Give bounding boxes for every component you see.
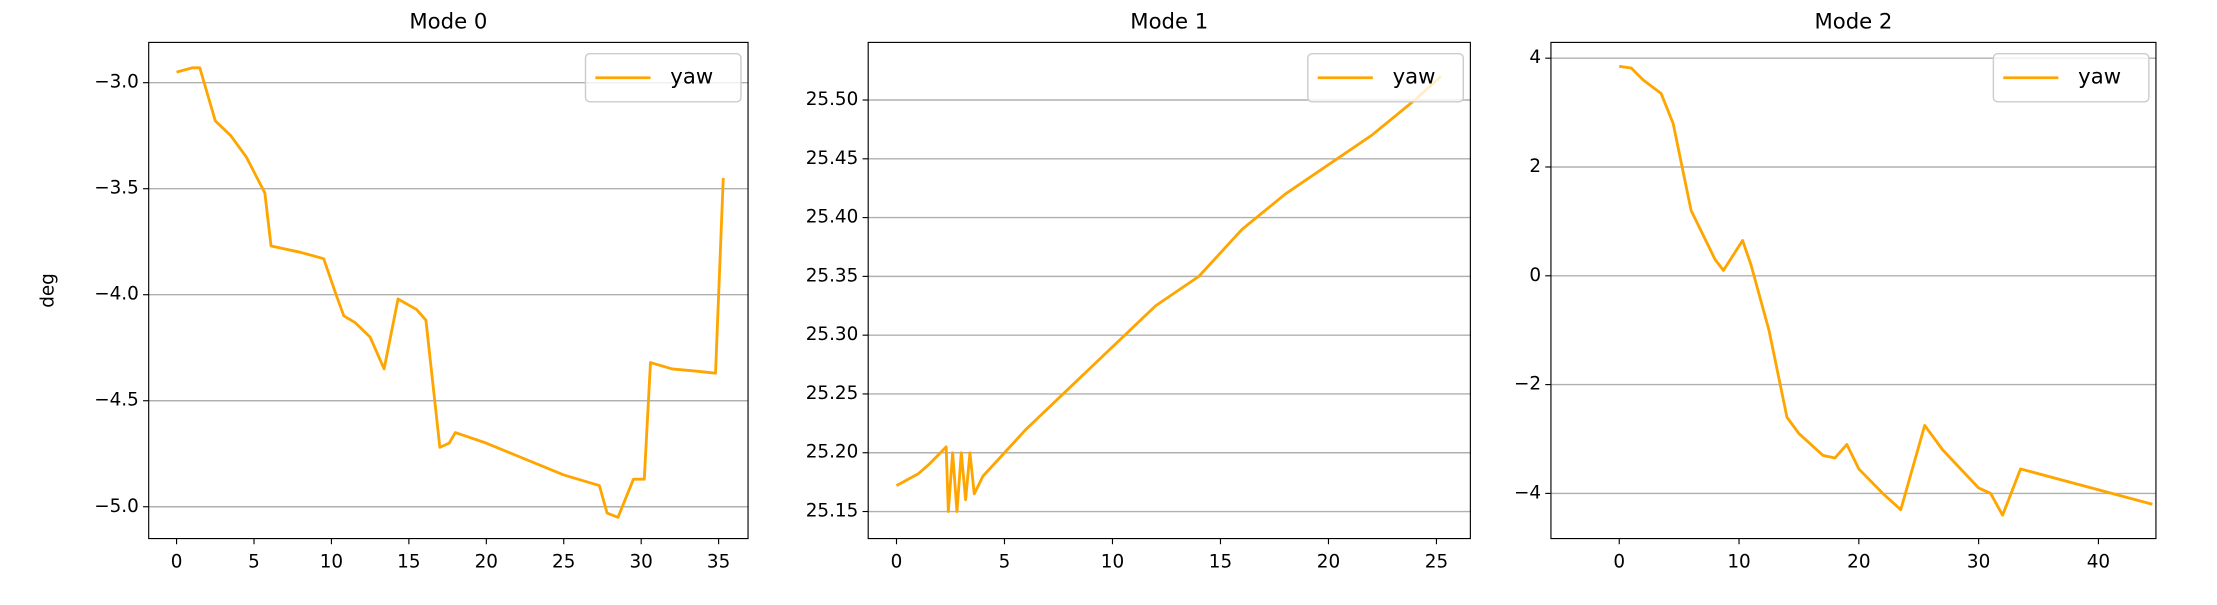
y-tick-label: −4.0 — [94, 284, 139, 305]
y-tick-label: −5.0 — [94, 496, 139, 517]
y-axis-label: deg — [37, 273, 58, 308]
legend-label: yaw — [1393, 64, 1436, 89]
legend: yaw — [1992, 53, 2150, 103]
data-line — [1619, 64, 2153, 517]
y-tick-label: 25.40 — [806, 207, 859, 228]
y-tick-label: 25.35 — [806, 265, 859, 286]
x-tick-label: 0 — [171, 552, 183, 573]
y-tick-label: −4.5 — [94, 390, 139, 411]
panel: Mode 1 25.15 25.20 25.25 25.30 25.35 25.40 25.4… — [806, 9, 1471, 573]
chart-title: Mode 0 — [409, 9, 487, 34]
x-tick-label: 10 — [1101, 552, 1124, 573]
y-tick-label: 25.25 — [806, 383, 859, 404]
legend-label: yaw — [2078, 64, 2121, 89]
legend: yaw — [584, 53, 742, 103]
x-tick-label: 35 — [707, 552, 730, 573]
data-line — [176, 66, 725, 519]
axes-frame — [148, 41, 749, 540]
axes-frame — [867, 41, 1471, 540]
x-tick-label: 20 — [1847, 552, 1870, 573]
legend-box — [1992, 53, 2150, 103]
y-tick-label: 25.50 — [806, 89, 859, 110]
legend-label: yaw — [670, 64, 713, 89]
x-tick-label: 15 — [397, 552, 420, 573]
chart-title: Mode 1 — [1130, 9, 1208, 34]
chart-title: Mode 2 — [1814, 9, 1892, 34]
data-line — [895, 75, 1442, 513]
y-tick-label: 25.15 — [806, 501, 859, 522]
x-tick-label: 40 — [2087, 552, 2110, 573]
x-tick-label: 15 — [1209, 552, 1232, 573]
legend-box — [1307, 53, 1465, 103]
y-tick-label: −4 — [1514, 482, 1541, 503]
x-tick-label: 20 — [475, 552, 498, 573]
x-tick-label: 20 — [1317, 552, 1340, 573]
y-tick-label: −2 — [1514, 374, 1541, 395]
x-tick-label: 0 — [891, 552, 903, 573]
x-tick-label: 25 — [1425, 552, 1448, 573]
legend: yaw — [1307, 53, 1465, 103]
y-tick-label: −3.0 — [94, 72, 139, 93]
x-tick-label: 30 — [1967, 552, 1990, 573]
x-tick-label: 0 — [1613, 552, 1625, 573]
y-tick-label: −3.5 — [94, 178, 139, 199]
y-tick-label: 4 — [1529, 47, 1541, 68]
x-tick-label: 30 — [629, 552, 652, 573]
x-tick-label: 5 — [248, 552, 260, 573]
axes-frame — [1550, 41, 2157, 540]
y-tick-label: 0 — [1529, 265, 1541, 286]
panel: Mode 0 deg −3.0 −3.5 −4.0 −4.5 −5.0 0 5 10 15 20 25 3… — [37, 9, 749, 573]
y-tick-label: 25.30 — [806, 324, 859, 345]
y-tick-label: 25.20 — [806, 442, 859, 463]
x-tick-label: 10 — [1727, 552, 1750, 573]
x-tick-label: 5 — [999, 552, 1011, 573]
x-tick-label: 25 — [552, 552, 575, 573]
y-tick-label: 25.45 — [806, 148, 859, 169]
legend-box — [584, 53, 742, 103]
y-tick-label: 2 — [1529, 156, 1541, 177]
x-tick-label: 10 — [320, 552, 343, 573]
